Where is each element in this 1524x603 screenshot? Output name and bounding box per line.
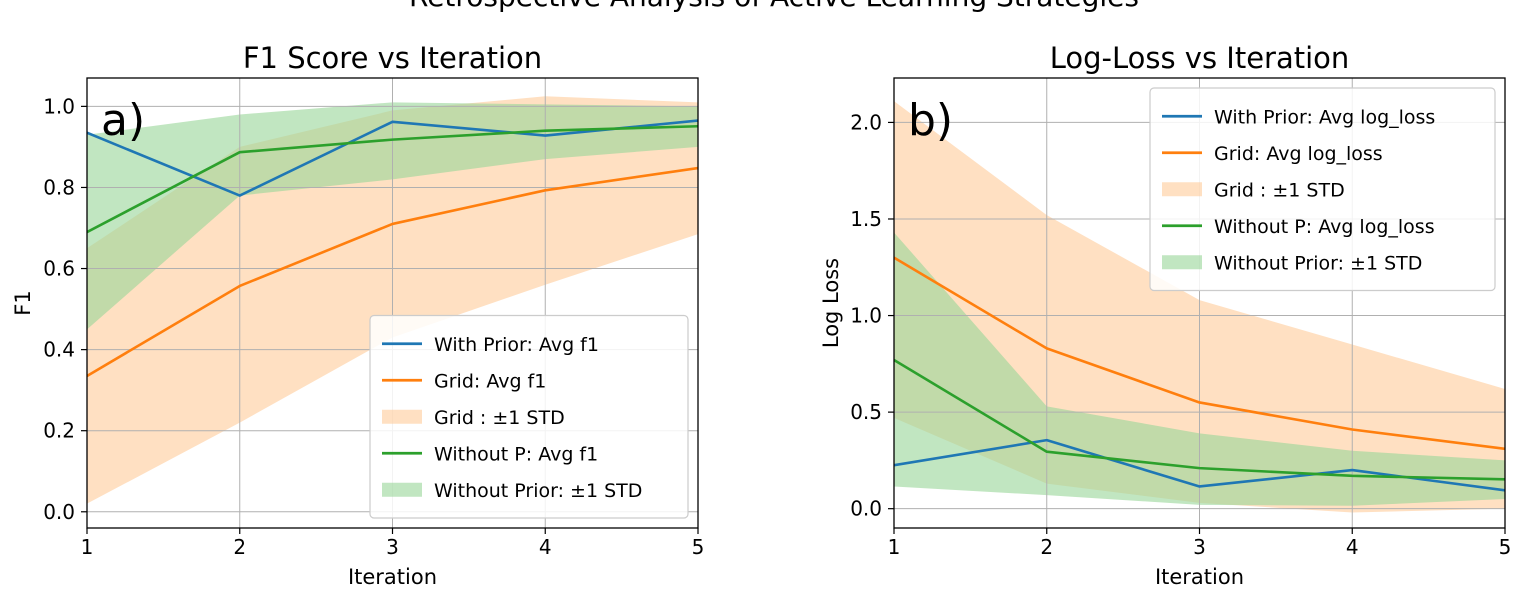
chart0-line-3 (87, 124, 698, 234)
logloss-chart-panel: Log-Loss vs Iteration 1 2 3 4 5 0.0 0.5 1.0 1.5 2.… (819, 41, 1511, 589)
chart1-panel-label: b) (908, 95, 953, 146)
chart0-xtick-label-0: 1 (81, 535, 94, 559)
chart0-legend: With Prior: Avg f1 Grid: Avg f1 Grid : ±1 … (369, 314, 689, 519)
chart1-legend-swatch-4 (1162, 255, 1202, 270)
chart0-legend-label-1: Grid: Avg f1 (434, 370, 546, 392)
chart0-xtick-label-3: 4 (539, 535, 552, 559)
chart0-xtick-label-4: 5 (692, 535, 705, 559)
chart0-legend-label-4: Without Prior: ±1 STD (434, 480, 642, 502)
chart0-legend-label-3: Without P: Avg f1 (434, 443, 598, 465)
chart0-xtick-label-1: 2 (233, 535, 246, 559)
figure-title: Retrospective Analysis of Active Learnin… (409, 0, 1139, 13)
chart0-xtick-label-2: 3 (386, 535, 399, 559)
chart0-ytick-label-1: 0.2 (43, 419, 75, 443)
chart1-ytick-label-0: 0.0 (850, 497, 882, 521)
chart1-xlabel: Iteration (1155, 565, 1244, 589)
chart1-xtick-label-0: 1 (888, 535, 901, 559)
chart0-ylabel: F1 (11, 290, 35, 315)
chart1-xtick-label-4: 5 (1499, 535, 1512, 559)
chart1-plot-area (894, 78, 1505, 528)
chart0-legend-swatch-2 (382, 409, 422, 424)
chart1-line-1 (894, 256, 1505, 451)
chart0-ytick-label-2: 0.4 (43, 338, 75, 362)
chart1-legend-label-3: Without P: Avg log_loss (1214, 216, 1435, 238)
chart0-title: F1 Score vs Iteration (243, 41, 542, 75)
chart0-legend-swatch-4 (382, 482, 422, 497)
chart1-legend-label-4: Without Prior: ±1 STD (1214, 252, 1422, 274)
chart0-line-1 (87, 166, 698, 378)
f1-chart-panel: F1 Score vs Iteration 1 2 3 4 5 0.0 0.2 0.4 0.6 0.… (11, 41, 704, 589)
chart1-legend-label-1: Grid: Avg log_loss (1214, 143, 1383, 165)
chart0-legend-label-0: With Prior: Avg f1 (434, 334, 599, 356)
chart1-legend-label-2: Grid : ±1 STD (1214, 179, 1345, 201)
chart1-ytick-label-3: 1.5 (850, 207, 882, 231)
chart1-title: Log-Loss vs Iteration (1050, 41, 1350, 75)
chart0-plot-area (87, 78, 698, 528)
chart1-xtick-label-3: 4 (1346, 535, 1359, 559)
chart1-ytick-label-2: 1.0 (850, 304, 882, 328)
chart0-panel-label: a) (101, 95, 145, 146)
chart0-line-0 (87, 119, 698, 197)
chart1-line-3 (894, 358, 1505, 481)
chart0-ytick-label-4: 0.8 (43, 175, 75, 199)
chart1-legend-label-0: With Prior: Avg log_loss (1214, 106, 1435, 128)
chart0-ytick-label-0: 0.0 (43, 500, 75, 524)
chart0-xlabel: Iteration (348, 565, 437, 589)
chart1-ytick-label-4: 2.0 (850, 110, 882, 134)
chart1-ytick-label-1: 0.5 (850, 400, 882, 424)
chart0-legend-label-2: Grid : ±1 STD (434, 407, 565, 429)
chart1-xtick-label-2: 3 (1193, 535, 1206, 559)
chart1-xtick-label-1: 2 (1040, 535, 1053, 559)
chart1-legend-box (1149, 87, 1496, 292)
chart1-legend: With Prior: Avg log_loss Grid: Avg log_lo… (1149, 87, 1496, 292)
chart0-ytick-label-3: 0.6 (43, 257, 75, 281)
chart1-legend-swatch-2 (1162, 182, 1202, 197)
chart0-ytick-label-5: 1.0 (43, 94, 75, 118)
chart1-ylabel: Log Loss (819, 258, 843, 348)
chart0-legend-box (369, 314, 689, 519)
